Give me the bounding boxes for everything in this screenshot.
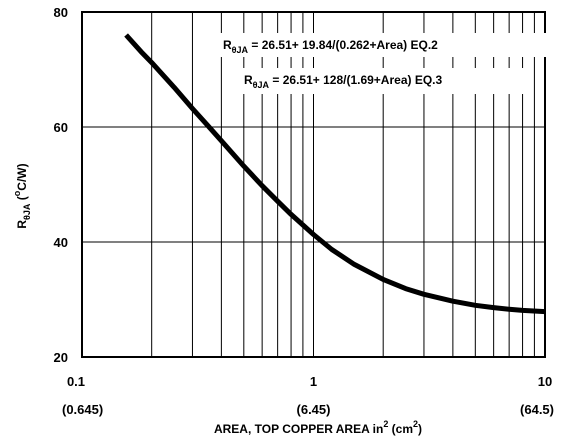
equation-annotation: RθJA = 26.51+ 19.84/(0.262+Area) EQ.2 [223,38,438,55]
x-tick-label: 1 [310,374,317,389]
x-tick-label: 0.1 [67,374,85,389]
x-tick-sublabel: (6.45) [297,402,331,417]
equation-annotation: RθJA = 26.51+ 128/(1.69+Area) EQ.3 [244,73,442,90]
y-tick-label: 60 [54,120,68,135]
x-tick-sublabel: (0.645) [62,402,103,417]
annotation-background [238,68,528,94]
plot-frame [81,11,546,358]
y-tick-label: 40 [54,235,68,250]
x-axis-label: AREA, TOP COPPER AREA in2 (cm2) [214,419,422,436]
x-tick-sublabel: (64.5) [520,402,554,417]
y-tick-label: 20 [54,350,68,365]
y-tick-labels: 20 40 60 80 [54,5,68,365]
x-tick-labels: 0.1 (0.645) 1 (6.45) 10 (64.5) [62,374,554,417]
annotation-background [219,33,549,57]
y-tick-label: 80 [54,5,68,20]
y-axis-label: RθJA (oC/W) [12,163,32,228]
annotations: RθJA = 26.51+ 19.84/(0.262+Area) EQ.2 RθJ… [219,33,549,94]
curve-layer [124,33,546,315]
x-tick-label: 10 [538,374,552,389]
rthja-curve [124,33,546,315]
